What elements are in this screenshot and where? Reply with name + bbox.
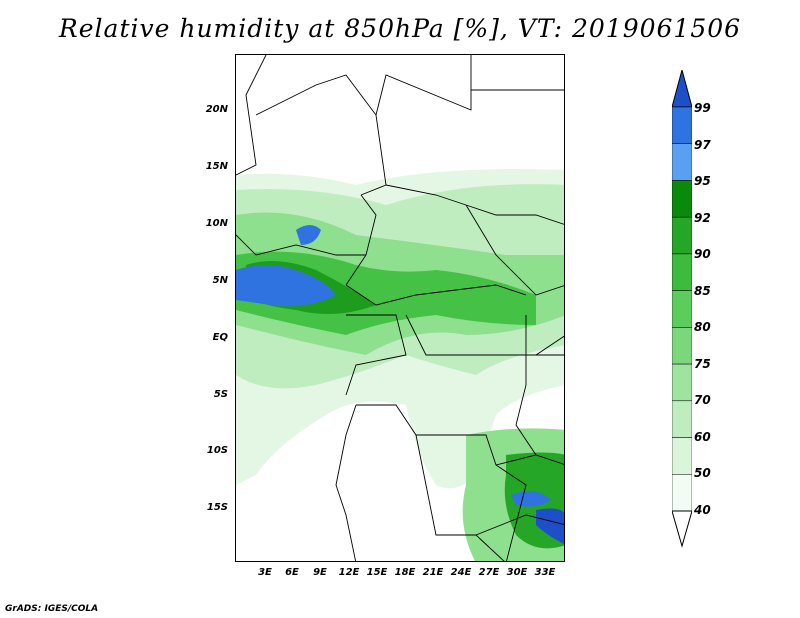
- border-line: [236, 55, 267, 176]
- border-line: [465, 204, 564, 296]
- lat-label-5n: 5N: [212, 275, 228, 286]
- lon-label-30e: 30E: [506, 567, 528, 578]
- colorbar-label-95: 95: [694, 174, 711, 188]
- colorbar-label-50: 50: [694, 466, 711, 480]
- colorbar-label-60: 60: [694, 430, 711, 444]
- lat-label-eq: EQ: [212, 332, 228, 343]
- border-line: [375, 55, 472, 116]
- border-line: [345, 194, 377, 286]
- lon-label-24e: 24E: [450, 567, 472, 578]
- colorbar-bottom-arrow: [672, 510, 692, 548]
- border-line: [415, 434, 505, 561]
- colorbar-segment: [672, 253, 692, 291]
- colorbar-label-80: 80: [694, 320, 711, 334]
- humidity-band-97a: [236, 265, 336, 307]
- colorbar-segment: [672, 290, 692, 328]
- lon-label-9e: 9E: [313, 567, 327, 578]
- lat-label-20n: 20N: [205, 104, 228, 115]
- lon-label-27e: 27E: [478, 567, 500, 578]
- colorbar-segment: [672, 216, 692, 255]
- humidity-band-97b: [296, 225, 321, 245]
- colorbar-segment: [672, 474, 692, 512]
- country-borders: [236, 55, 564, 561]
- border-line: [345, 284, 527, 306]
- border-line: [535, 335, 564, 356]
- lat-label-10s: 10S: [206, 445, 228, 456]
- border-line: [356, 404, 527, 561]
- colorbar-label-75: 75: [694, 357, 711, 371]
- border-line: [255, 74, 387, 196]
- lon-label-21e: 21E: [422, 567, 444, 578]
- border-line: [345, 314, 407, 396]
- lat-label-15s: 15S: [206, 502, 228, 513]
- lon-label-12e: 12E: [338, 567, 360, 578]
- colorbar-top-arrow: [672, 70, 692, 108]
- lat-label-15n: 15N: [205, 161, 228, 172]
- colorbar-label-90: 90: [694, 247, 711, 261]
- colorbar-segment: [672, 106, 692, 144]
- colorbar-label-99: 99: [694, 101, 711, 115]
- colorbar-label-70: 70: [694, 393, 711, 407]
- grads-credit: GrADS: IGES/COLA: [5, 604, 99, 614]
- lon-label-15e: 15E: [366, 567, 388, 578]
- border-line: [385, 184, 564, 225]
- colorbar-segment: [672, 180, 692, 218]
- colorbar-segment: [672, 363, 692, 402]
- lon-label-18e: 18E: [394, 567, 416, 578]
- colorbar-segment: [672, 400, 692, 438]
- colorbar-label-97: 97: [694, 138, 711, 152]
- border-line: [335, 404, 357, 561]
- colorbar-segments: [672, 106, 692, 512]
- map-title: Relative humidity at 850hPa [%], VT: 201…: [58, 14, 742, 43]
- lon-label-3e: 3E: [258, 567, 272, 578]
- colorbar-label-85: 85: [694, 284, 711, 298]
- lon-label-33e: 33E: [534, 567, 556, 578]
- colorbar-segment: [672, 327, 692, 365]
- humidity-band-south-99: [536, 508, 564, 544]
- colorbar-segment: [672, 437, 692, 475]
- lat-label-10n: 10N: [205, 218, 228, 229]
- lon-label-6e: 6E: [285, 567, 299, 578]
- humidity-map: [236, 55, 564, 561]
- border-line: [236, 234, 366, 256]
- lat-label-5s: 5S: [213, 389, 228, 400]
- colorbar-label-40: 40: [694, 503, 711, 517]
- colorbar-segment: [672, 143, 692, 181]
- border-line: [515, 315, 537, 456]
- border-line: [405, 314, 564, 356]
- colorbar-label-92: 92: [694, 211, 711, 225]
- colorbar: [672, 70, 692, 548]
- humidity-shading: [236, 169, 564, 561]
- map-plot: [235, 54, 565, 562]
- border-line: [475, 514, 564, 536]
